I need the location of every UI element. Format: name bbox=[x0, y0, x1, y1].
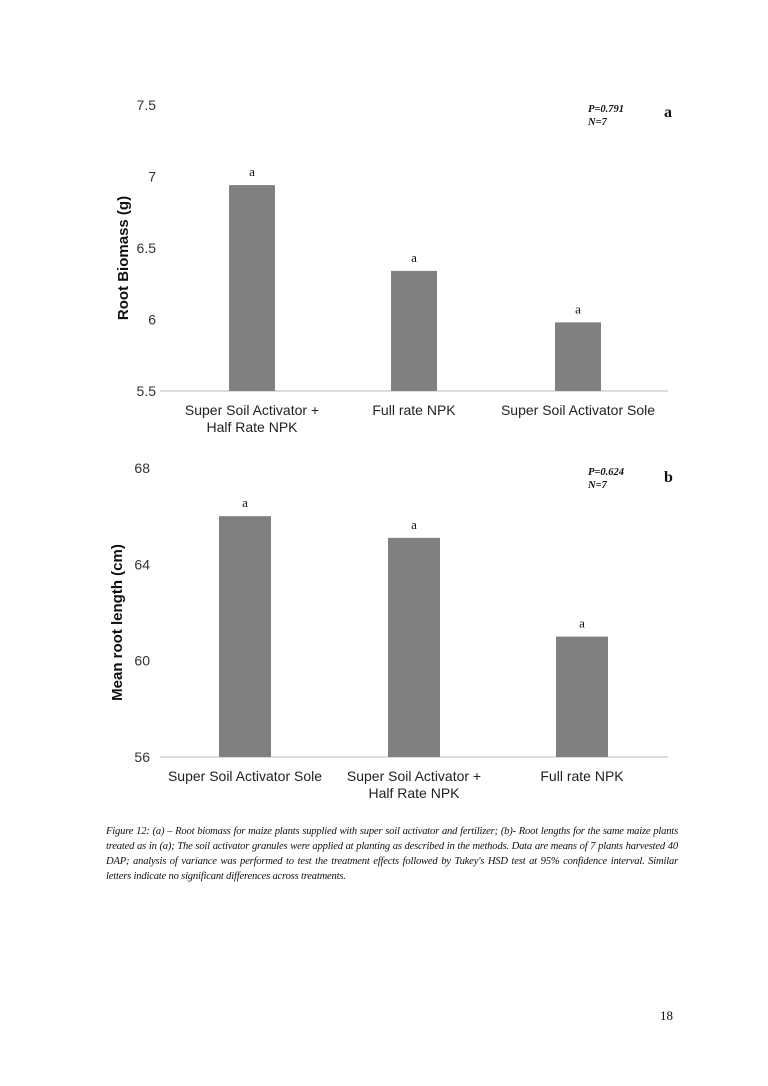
bar bbox=[388, 537, 440, 757]
figure-caption: Figure 12: (a) – Root biomass for maize … bbox=[106, 826, 678, 882]
y-tick-label: 56 bbox=[134, 749, 150, 765]
y-axis-label: Mean root length (cm) bbox=[109, 544, 126, 701]
y-axis-label: Root Biomass (g) bbox=[115, 196, 132, 320]
y-tick-label: 7 bbox=[148, 169, 156, 185]
stat-annotation: N=7 bbox=[587, 480, 608, 491]
panel-label: b bbox=[664, 469, 673, 486]
x-tick-label: Half Rate NPK bbox=[368, 785, 460, 801]
bar bbox=[555, 322, 601, 391]
y-tick-label: 6 bbox=[148, 312, 156, 328]
x-tick-label: Super Soil Activator + bbox=[185, 402, 319, 418]
x-tick-label: Full rate NPK bbox=[540, 768, 624, 784]
page-number: 18 bbox=[660, 1008, 673, 1023]
x-tick-label: Super Soil Activator Sole bbox=[168, 768, 322, 784]
x-tick-label: Super Soil Activator + bbox=[347, 768, 481, 784]
stat-annotation: N=7 bbox=[587, 117, 608, 128]
bar bbox=[556, 636, 608, 757]
significance-letter: a bbox=[579, 616, 585, 631]
x-tick-label: Half Rate NPK bbox=[206, 419, 298, 435]
significance-letter: a bbox=[242, 495, 248, 510]
x-tick-label: Full rate NPK bbox=[372, 402, 456, 418]
bar bbox=[229, 185, 275, 391]
panel-label: a bbox=[664, 104, 672, 121]
y-tick-label: 6.5 bbox=[137, 240, 157, 256]
bar bbox=[219, 516, 271, 757]
stat-annotation: P=0.791 bbox=[588, 104, 624, 115]
significance-letter: a bbox=[575, 301, 581, 316]
bar bbox=[391, 270, 437, 391]
significance-letter: a bbox=[411, 250, 417, 265]
y-tick-label: 5.5 bbox=[137, 383, 157, 399]
y-tick-label: 68 bbox=[134, 460, 150, 476]
significance-letter: a bbox=[249, 164, 255, 179]
stat-annotation: P=0.624 bbox=[588, 467, 624, 478]
y-tick-label: 60 bbox=[134, 653, 150, 669]
x-tick-label: Super Soil Activator Sole bbox=[501, 402, 655, 418]
y-tick-label: 7.5 bbox=[137, 97, 157, 113]
y-tick-label: 64 bbox=[134, 556, 150, 572]
significance-letter: a bbox=[411, 517, 417, 532]
